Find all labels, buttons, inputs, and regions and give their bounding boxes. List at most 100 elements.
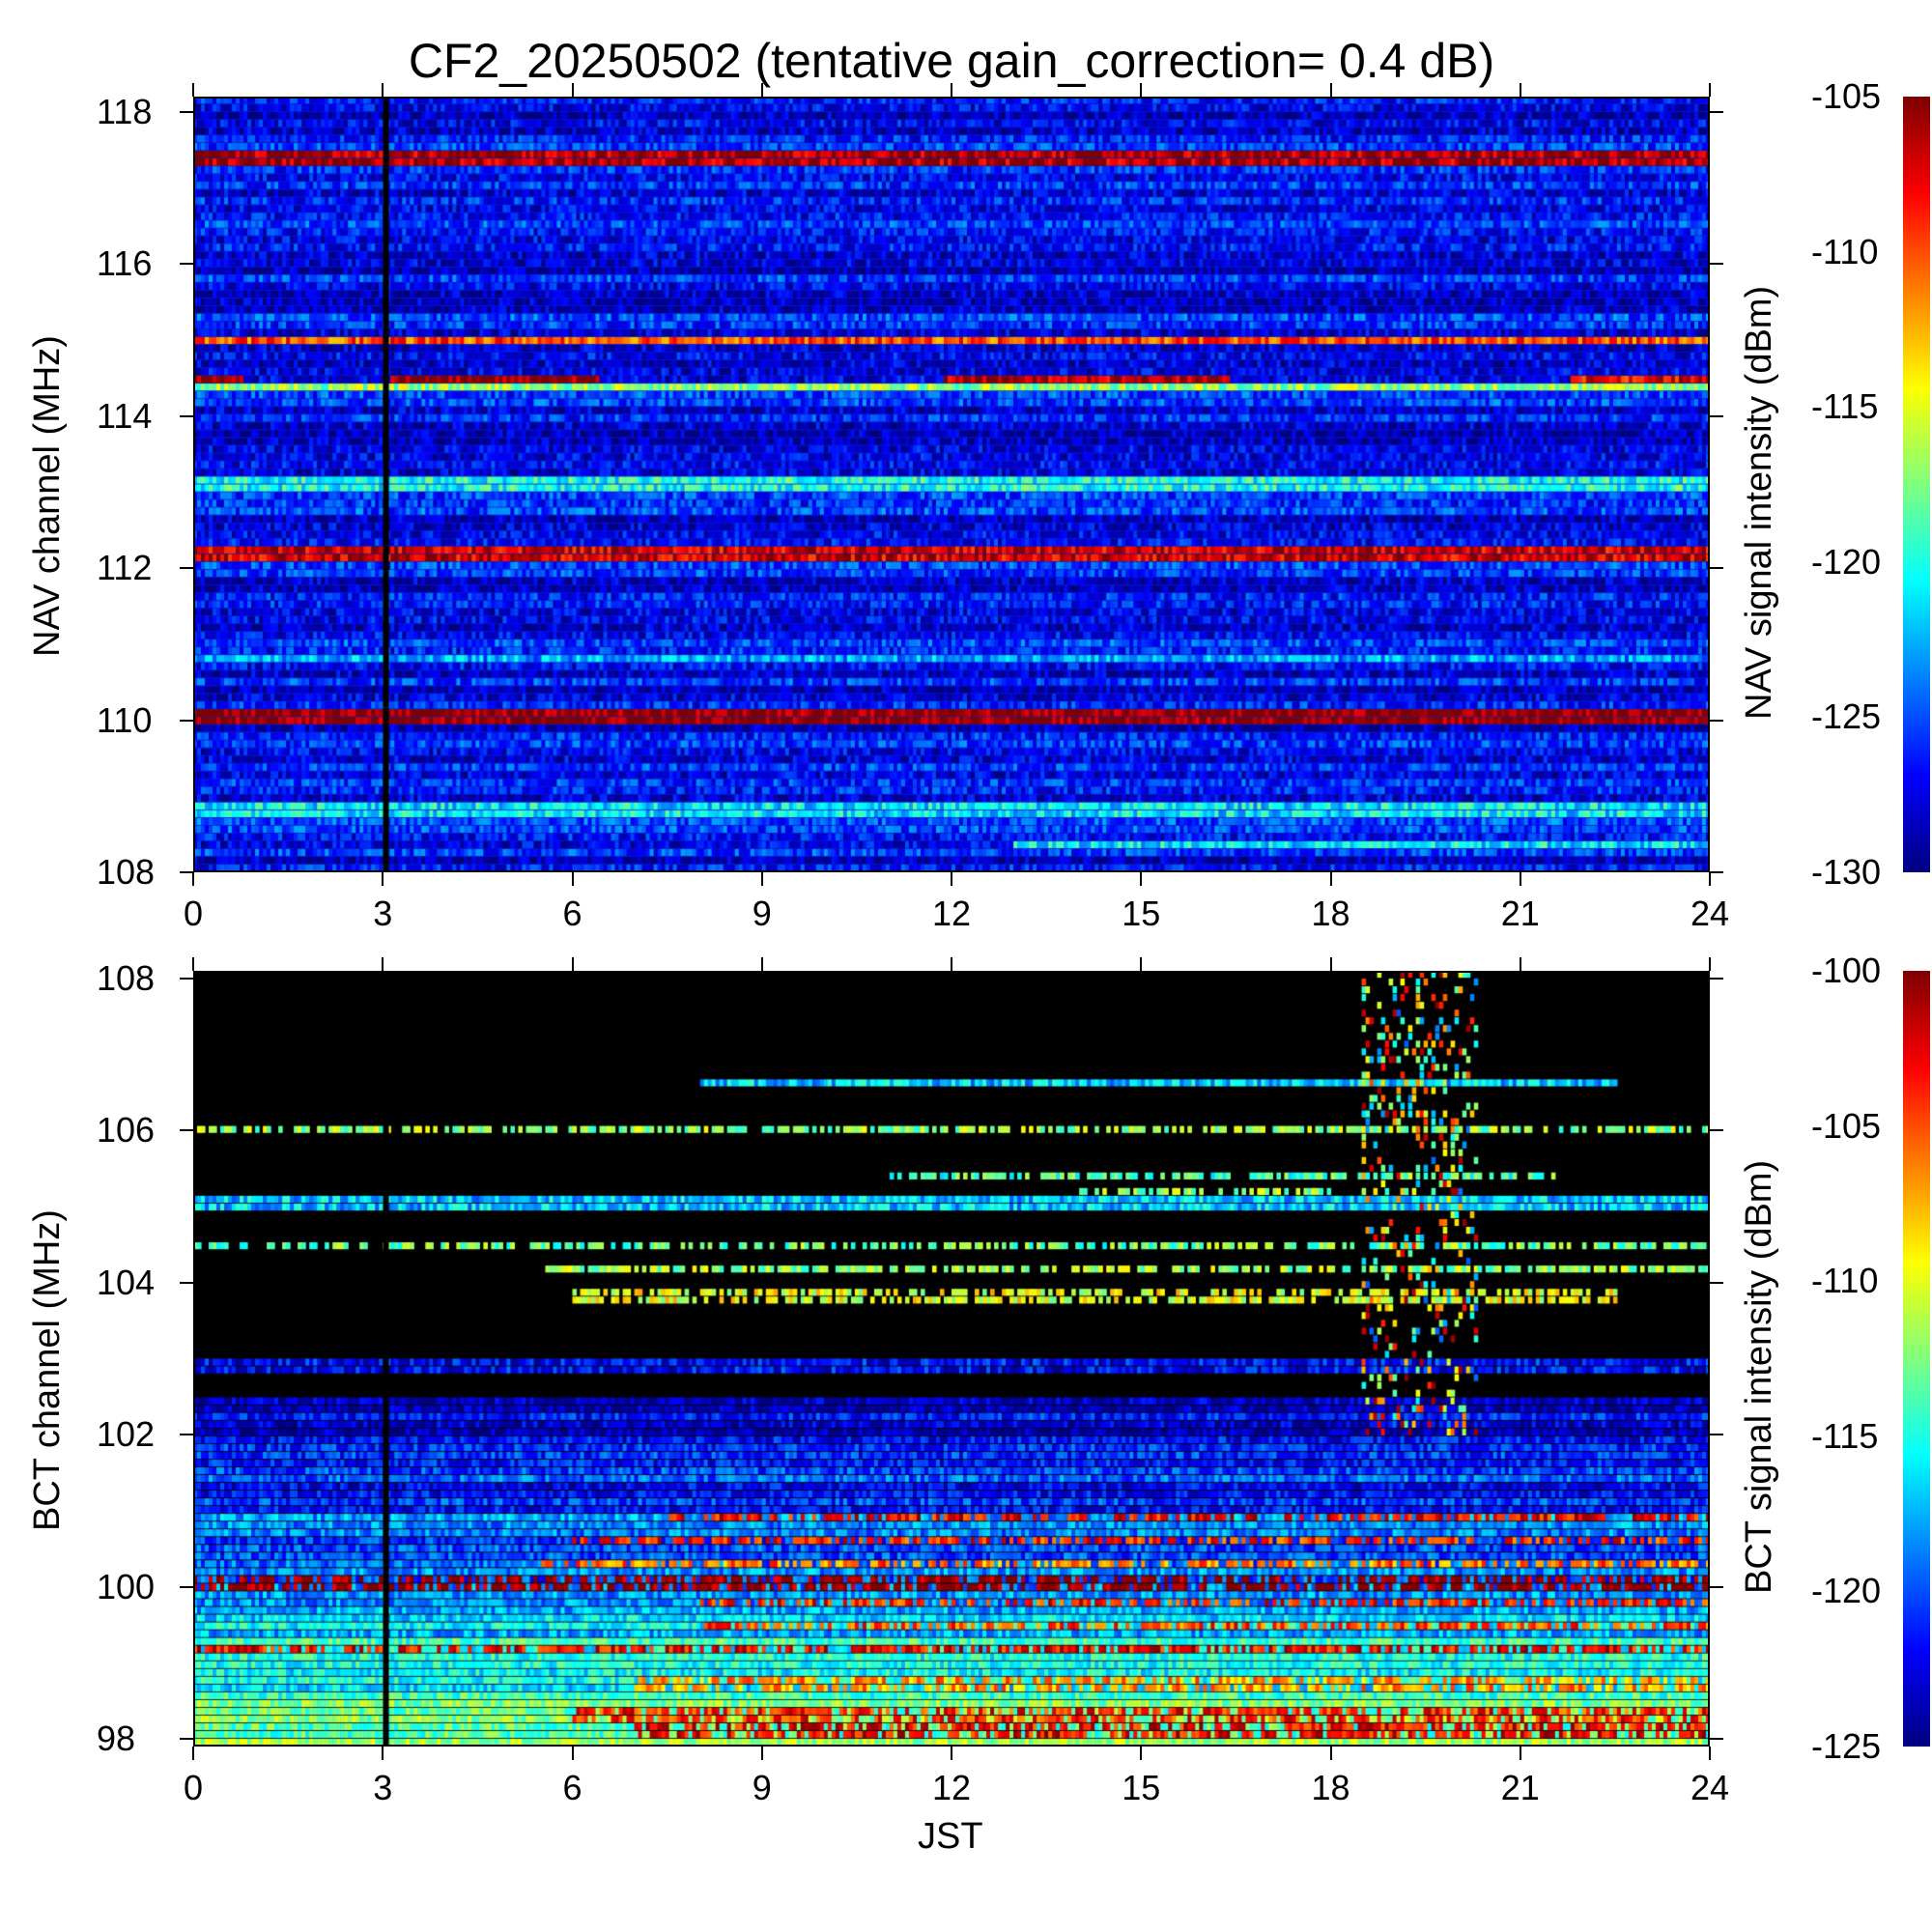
x-tick-mark <box>1329 872 1332 886</box>
x-axis-label: JST <box>918 1816 983 1857</box>
y-tick-mark <box>1710 1434 1723 1436</box>
x-tick-mark <box>192 83 194 97</box>
y-tick-mark <box>180 977 193 980</box>
y-tick-label: 100 <box>97 1566 156 1606</box>
colorbar-tick-label: -110 <box>1811 1261 1879 1301</box>
colorbar-tick-label: -105 <box>1811 1105 1882 1146</box>
x-tick-mark <box>1519 872 1521 886</box>
x-tick-mark <box>951 872 952 886</box>
x-tick-label: 24 <box>1690 1768 1730 1807</box>
colorbar-tick-label: -110 <box>1811 231 1879 271</box>
x-tick-label: 3 <box>373 894 393 933</box>
x-tick-mark <box>1140 1747 1143 1760</box>
bct-colorbar <box>1903 971 1930 1747</box>
y-tick-label: 108 <box>97 852 156 892</box>
colorbar-tick-label: -125 <box>1811 1726 1882 1766</box>
nav-colorbar-label: NAV signal intensity (dBm) <box>1739 285 1779 720</box>
x-tick-mark <box>1519 83 1521 97</box>
y-tick-mark <box>180 871 193 873</box>
y-tick-mark <box>180 263 193 266</box>
x-tick-mark <box>1329 83 1332 97</box>
x-tick-mark <box>760 83 763 97</box>
x-tick-mark <box>760 1747 763 1760</box>
x-tick-label: 0 <box>184 1768 204 1807</box>
x-tick-mark <box>951 1747 952 1760</box>
y-tick-label: 116 <box>97 243 153 284</box>
x-tick-mark <box>760 872 763 886</box>
x-tick-mark <box>951 957 952 971</box>
x-tick-mark <box>951 83 952 97</box>
y-tick-mark <box>1710 567 1723 570</box>
nav-ylabel: NAV channel (MHz) <box>27 335 68 657</box>
y-tick-label: 118 <box>97 91 153 131</box>
colorbar-tick-label: -130 <box>1811 852 1882 892</box>
y-tick-mark <box>1710 110 1723 113</box>
x-tick-label: 9 <box>752 894 772 933</box>
y-tick-mark <box>180 110 193 113</box>
y-tick-mark <box>180 719 193 722</box>
y-tick-mark <box>180 567 193 570</box>
x-tick-mark <box>1140 872 1143 886</box>
y-tick-mark <box>180 1738 193 1741</box>
y-tick-mark <box>1710 1738 1723 1741</box>
colorbar-tick-label: -120 <box>1811 541 1882 582</box>
nav-colorbar <box>1903 97 1930 872</box>
x-tick-label: 15 <box>1122 894 1161 933</box>
colorbar-tick-label: -120 <box>1811 1571 1882 1611</box>
x-tick-label: 15 <box>1122 1768 1161 1807</box>
y-tick-mark <box>1710 977 1723 980</box>
bct-spectrogram-panel <box>193 971 1710 1747</box>
y-tick-mark <box>180 414 193 417</box>
x-tick-mark <box>192 957 194 971</box>
nav-spectrogram-panel <box>193 97 1710 872</box>
y-tick-mark <box>1710 263 1723 266</box>
x-tick-label: 9 <box>752 1768 772 1807</box>
x-tick-mark <box>192 1747 194 1760</box>
colorbar-tick-label: -105 <box>1811 76 1882 116</box>
bct-spectrogram-heatmap <box>193 971 1710 1747</box>
x-tick-mark <box>1140 83 1143 97</box>
y-tick-mark <box>1710 1129 1723 1132</box>
x-tick-mark <box>1140 957 1143 971</box>
y-tick-label: 112 <box>97 548 153 588</box>
x-tick-mark <box>382 1747 384 1760</box>
y-tick-mark <box>180 1434 193 1436</box>
x-tick-mark <box>382 872 384 886</box>
x-tick-mark <box>1519 1747 1521 1760</box>
x-tick-mark <box>1709 957 1711 971</box>
x-tick-label: 18 <box>1311 1768 1350 1807</box>
x-tick-mark <box>1329 1747 1332 1760</box>
x-tick-mark <box>1709 1747 1711 1760</box>
y-tick-label: 114 <box>97 395 153 436</box>
y-tick-label: 108 <box>97 957 156 998</box>
nav-spectrogram-heatmap <box>193 97 1710 872</box>
x-tick-mark <box>760 957 763 971</box>
colorbar-tick-label: -125 <box>1811 696 1882 737</box>
x-tick-mark <box>571 872 574 886</box>
colorbar-tick-label: -100 <box>1811 951 1882 990</box>
y-tick-label: 102 <box>97 1414 156 1455</box>
x-tick-mark <box>382 83 384 97</box>
x-tick-mark <box>1329 957 1332 971</box>
x-tick-mark <box>382 957 384 971</box>
y-tick-label: 98 <box>97 1719 136 1759</box>
y-tick-label: 104 <box>97 1262 156 1302</box>
y-tick-mark <box>1710 414 1723 417</box>
colorbar-tick-label: -115 <box>1811 1415 1879 1456</box>
x-tick-mark <box>1519 957 1521 971</box>
y-tick-mark <box>180 1129 193 1132</box>
x-tick-label: 6 <box>562 894 582 933</box>
bct-ylabel: BCT channel (MHz) <box>27 1209 68 1531</box>
figure-title: CF2_20250502 (tentative gain_correction=… <box>408 34 1495 88</box>
x-tick-label: 12 <box>932 894 972 933</box>
x-tick-label: 21 <box>1500 1768 1540 1807</box>
x-tick-label: 0 <box>184 894 204 933</box>
y-tick-mark <box>1710 1281 1723 1284</box>
colorbar-tick-label: -115 <box>1811 386 1879 427</box>
y-tick-mark <box>1710 719 1723 722</box>
y-tick-mark <box>1710 871 1723 873</box>
y-tick-label: 110 <box>97 699 153 740</box>
x-tick-mark <box>192 872 194 886</box>
x-tick-label: 21 <box>1500 894 1540 933</box>
